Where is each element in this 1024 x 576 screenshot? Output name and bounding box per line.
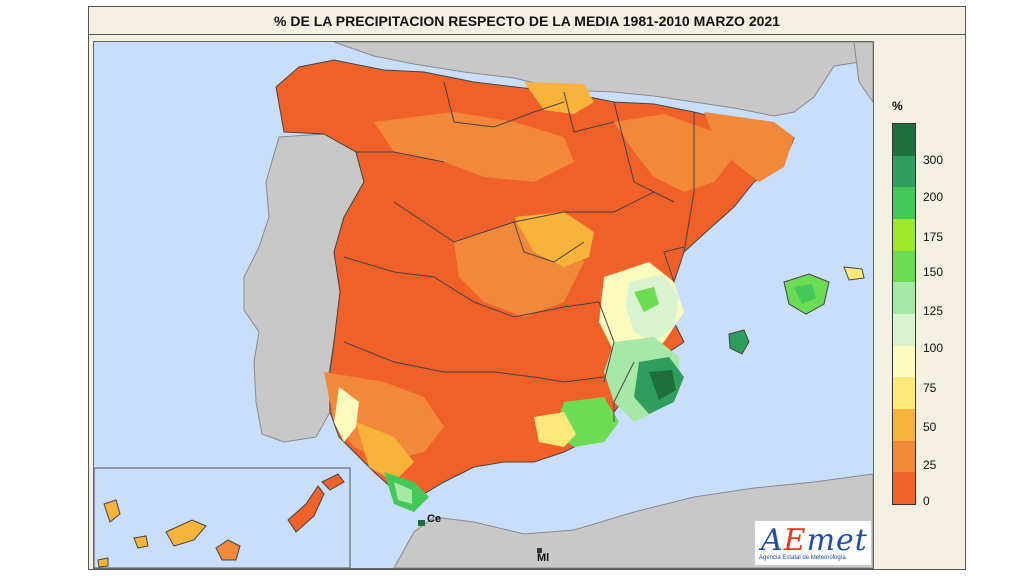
legend-tick-label: 175: [923, 230, 944, 244]
legend-colorbar: [892, 123, 916, 505]
figure-frame: % DE LA PRECIPITACION RESPECTO DE LA MED…: [88, 6, 966, 570]
patch-catalonia-orange: [704, 112, 794, 182]
canary-la-palma: [103, 499, 121, 523]
legend-swatch: [893, 187, 915, 219]
patch-basque-yellow: [524, 82, 594, 114]
melilla-label: Ml: [537, 552, 549, 564]
canary-tenerife: [165, 519, 207, 547]
melilla-marker: [537, 548, 542, 553]
patch-gibraltar-light: [394, 482, 412, 504]
ceuta-label: Ce: [427, 513, 441, 525]
patch-huelva-light: [334, 387, 359, 442]
legend-swatch: [893, 409, 915, 441]
patch-murcia-darkest-green: [649, 370, 676, 400]
canary-fuerteventura: [287, 485, 325, 533]
patch-centre-yellow: [514, 212, 594, 267]
legend-swatch: [893, 219, 915, 251]
patch-aragon-orange: [614, 114, 734, 192]
legend-tick-label: 0: [923, 494, 930, 508]
color-legend: % 300 200 175 150 125 100 75 50 25 0: [878, 41, 962, 569]
ibiza: [728, 329, 750, 355]
legend-tick-label: 125: [923, 304, 944, 318]
legend-swatch: [893, 440, 915, 473]
patch-castilla-orange: [374, 112, 574, 182]
mallorca-centre: [794, 284, 816, 304]
patch-andalucia-orange: [324, 372, 444, 462]
legend-swatch: [893, 155, 915, 188]
logo-wordmark: AEmet: [761, 523, 868, 558]
precipitation-map: Ce Ml AEmet Agencia Estatal de Meteorolo…: [93, 41, 874, 569]
legend-unit: %: [892, 99, 903, 113]
patch-granada-yellow: [534, 412, 576, 447]
canary-la-gomera: [133, 535, 149, 549]
canary-gran-canaria: [215, 539, 241, 561]
legend-swatch: [893, 314, 915, 346]
legend-swatch: [893, 282, 915, 314]
map-title: % DE LA PRECIPITACION RESPECTO DE LA MED…: [89, 7, 965, 35]
legend-swatch: [893, 472, 915, 504]
aemet-logo: AEmet Agencia Estatal de Meteorología: [754, 520, 872, 566]
france-land: [333, 42, 873, 117]
italy-land: [853, 42, 873, 103]
africa-land: [393, 473, 873, 568]
legend-tick-label: 75: [923, 381, 937, 395]
patch-valencia-green: [634, 287, 659, 312]
legend-tick-label: 200: [923, 190, 944, 204]
legend-tick-label: 25: [923, 458, 937, 472]
map-canvas: Ce Ml: [94, 42, 873, 568]
legend-swatch: [893, 377, 915, 409]
logo-subtitle: Agencia Estatal de Meteorología: [759, 555, 846, 561]
legend-swatch: [893, 345, 915, 378]
legend-tick-label: 100: [923, 341, 944, 355]
canary-lanzarote: [321, 473, 345, 491]
region-borders: [343, 81, 695, 422]
legend-tick-label: 150: [923, 265, 944, 279]
ceuta-marker: [418, 520, 425, 526]
canary-el-hierro: [97, 557, 109, 568]
legend-tick-label: 50: [923, 420, 937, 434]
menorca: [843, 266, 865, 281]
legend-swatch: [893, 124, 915, 156]
legend-tick-label: 300: [923, 153, 944, 167]
legend-swatch: [893, 250, 915, 283]
patch-cadiz-yellow: [356, 422, 414, 482]
